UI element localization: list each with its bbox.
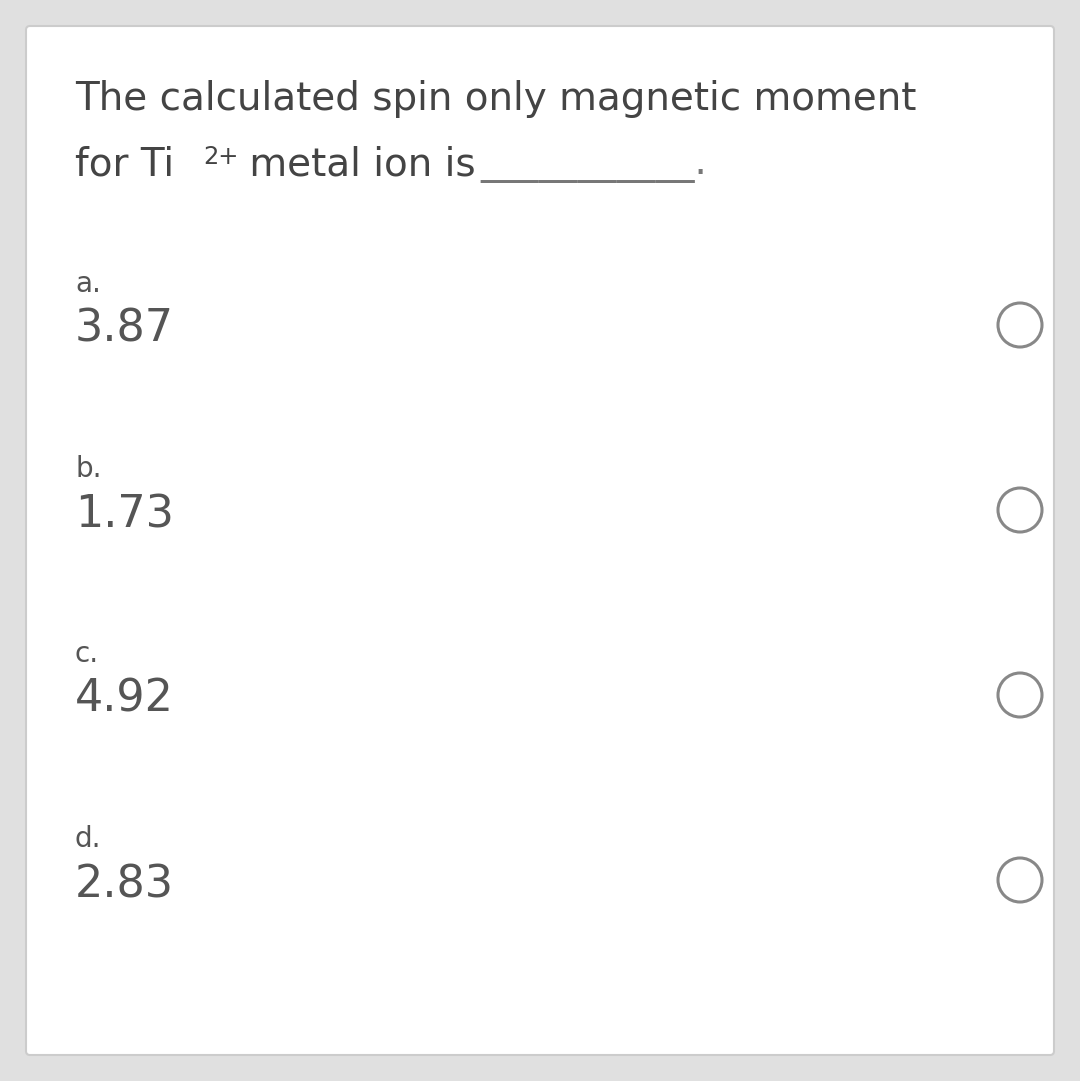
Text: The calculated spin only magnetic moment: The calculated spin only magnetic moment [75,80,916,118]
FancyBboxPatch shape [26,26,1054,1055]
Text: 3.87: 3.87 [75,308,174,351]
Text: ___________.: ___________. [480,145,707,183]
Text: c.: c. [75,640,99,668]
Text: b.: b. [75,455,102,483]
Text: for Ti: for Ti [75,145,174,183]
Text: 2.83: 2.83 [75,863,174,906]
Text: a.: a. [75,270,100,298]
Text: 2+: 2+ [203,145,239,169]
Text: 4.92: 4.92 [75,678,174,721]
Text: 1.73: 1.73 [75,493,174,536]
Text: d.: d. [75,825,102,853]
Text: metal ion is: metal ion is [237,145,475,183]
